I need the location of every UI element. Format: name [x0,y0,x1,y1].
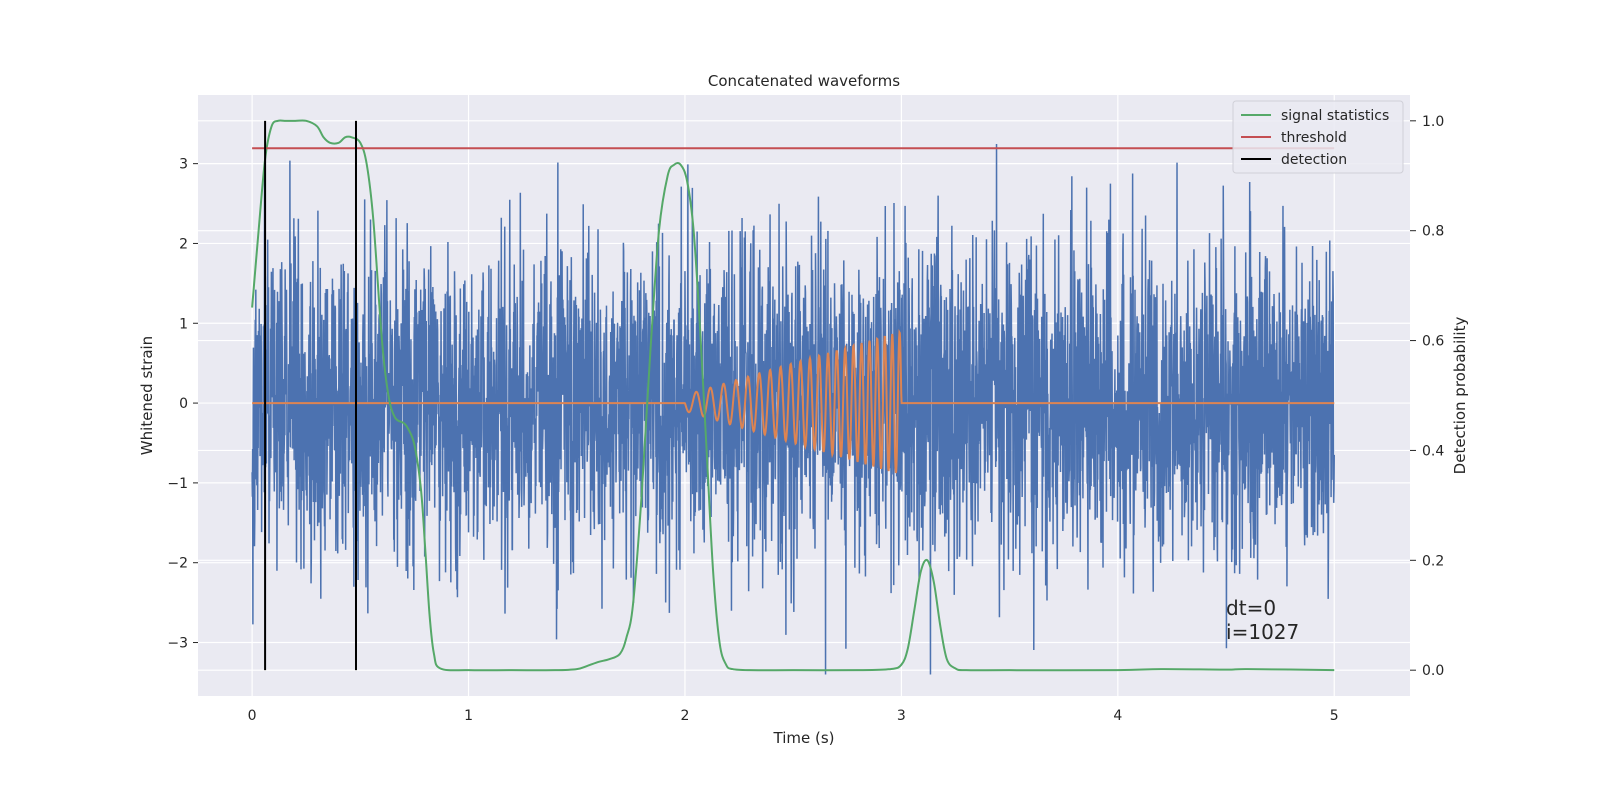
x-tick-label: 2 [681,708,690,724]
y-tick-label-left: 0 [179,396,188,412]
tick-labels: 0 1 2 3 4 5 −3 −2 −1 0 1 2 3 0.0 0.2 0.4 0.6 0.8 1.0 [167,114,1444,724]
legend-label: detection [1281,152,1347,168]
y-tick-label-left: 3 [179,157,188,173]
y-tick-label-right: 1.0 [1422,114,1444,130]
x-tick-label: 1 [464,708,473,724]
y-tick-label-left: 2 [179,236,188,252]
y-tick-label-left: −1 [167,476,188,492]
y-tick-label-right: 0.8 [1422,224,1444,240]
x-tick-label: 3 [897,708,906,724]
chirp-series-line [252,328,1335,474]
signal-statistics-line [251,119,1335,672]
x-axis-label: Time (s) [773,729,835,747]
legend: signal statistics threshold detection [1232,100,1404,174]
x-tick-label: 0 [248,708,257,724]
y-tick-label-right: 0.2 [1422,553,1444,569]
y-axis-label-right: Detection probability [1451,317,1469,475]
y-tick-label-left: 1 [179,316,188,332]
annotation-text: dt=0 [1226,596,1276,620]
series-group [251,119,1335,675]
y-tick-label-right: 0.4 [1422,443,1444,459]
annotation-text: i=1027 [1226,620,1299,644]
y-axis-label-left: Whitened strain [138,336,156,455]
legend-box [1232,100,1404,174]
y-tick-label-right: 0.0 [1422,663,1444,679]
chart-title: Concatenated waveforms [708,72,900,90]
annotations: dt=0i=1027 [1226,596,1299,644]
y-tick-label-right: 0.6 [1422,334,1444,350]
y-tick-label-left: −2 [167,556,188,572]
legend-label: signal statistics [1281,108,1389,124]
x-tick-label: 4 [1113,708,1122,724]
legend-label: threshold [1281,130,1347,146]
y-tick-label-left: −3 [167,636,188,652]
x-tick-label: 5 [1330,708,1339,724]
